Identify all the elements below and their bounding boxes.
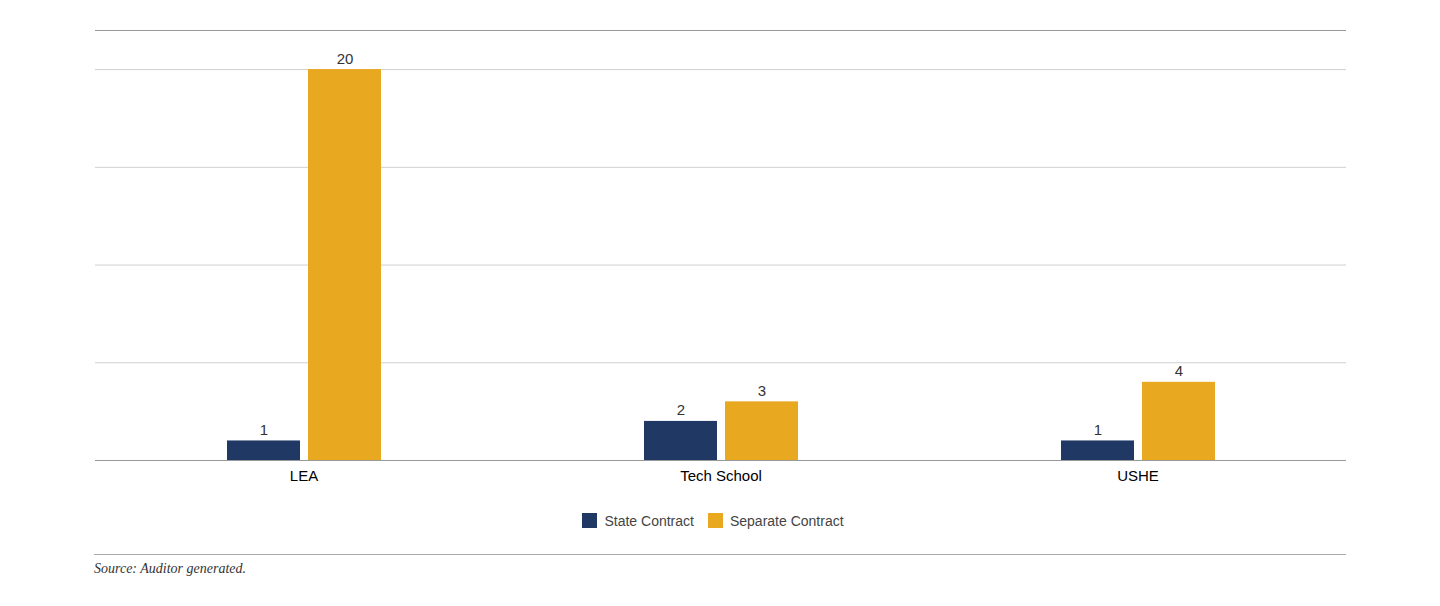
svg-text:1: 1	[1094, 421, 1102, 438]
svg-text:LEA: LEA	[290, 467, 318, 484]
svg-text:3: 3	[758, 382, 766, 399]
html-text:Source: Auditor generated.: Source: Auditor generated.	[94, 561, 246, 576]
svg-text:Tech School: Tech School	[680, 467, 762, 484]
html-text:State Contract: State Contract	[604, 512, 694, 529]
svg-text:20: 20	[337, 50, 354, 67]
svg-text:2: 2	[677, 401, 685, 418]
html-text:Separate Contract: Separate Contract	[729, 512, 844, 529]
svg-text:1: 1	[260, 421, 268, 438]
svg-text:4: 4	[1175, 362, 1183, 379]
svg-text:USHE: USHE	[1117, 467, 1159, 484]
